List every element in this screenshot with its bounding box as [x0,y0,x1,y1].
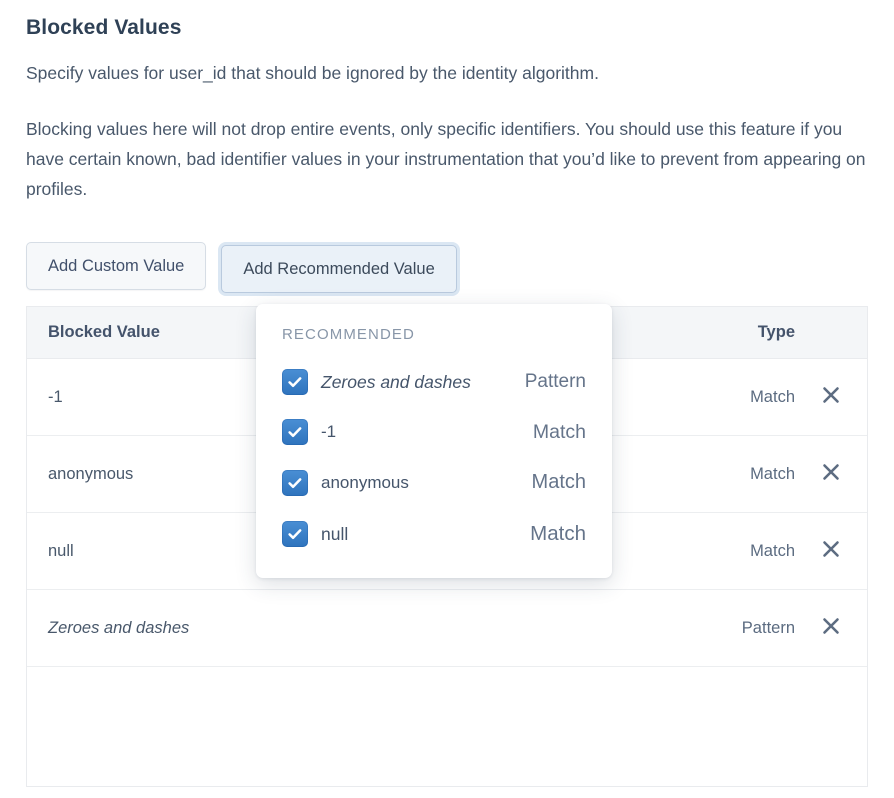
cell-blocked-value: Zeroes and dashes [48,618,190,637]
description-paragraph-1: Specify values for user_id that should b… [26,63,599,83]
page-title: Blocked Values [26,16,182,39]
cell-type: Match [750,541,795,560]
checkbox-anonymous[interactable] [282,469,308,496]
add-custom-value-button[interactable]: Add Custom Value [26,242,207,290]
action-button-row: Add Custom Value Add Recommended Value [26,242,460,296]
dropdown-item-label: null [321,523,349,544]
dropdown-item-minus-one[interactable]: -1 Match [256,407,612,457]
checkbox-zeroes-and-dashes[interactable] [282,369,308,395]
blocked-values-section: Blocked Values Specify values for user_i… [26,0,868,204]
check-icon [288,477,302,488]
table-empty-row [27,667,867,786]
check-icon [288,529,302,540]
cell-type: Match [750,387,795,406]
close-icon[interactable] [818,382,844,408]
cell-blocked-value: -1 [48,387,63,406]
cell-action [795,382,867,413]
close-icon[interactable] [818,536,844,562]
dropdown-item-anonymous[interactable]: anonymous Match [256,457,612,508]
cell-blocked-value: anonymous [48,464,134,483]
close-icon[interactable] [818,613,844,639]
cell-blocked-value: null [48,541,74,560]
recommended-values-dropdown: RECOMMENDED Zeroes and dashes Pattern -1… [256,304,612,578]
dropdown-item-type: Match [531,471,586,493]
column-header-type: Type [757,323,795,341]
dropdown-item-type: Pattern [524,371,586,392]
dropdown-item-type: Match [532,420,586,443]
cell-action [795,613,867,644]
close-icon[interactable] [818,459,844,485]
checkbox-null[interactable] [282,521,308,547]
add-recommended-value-focus-ring: Add Recommended Value [218,242,460,296]
description-paragraph-2: Blocking values here will not drop entir… [26,119,866,199]
dropdown-item-label: anonymous [321,472,409,492]
cell-action [795,536,867,567]
dropdown-group-label: RECOMMENDED [282,326,415,343]
dropdown-item-null[interactable]: null Match [256,508,612,560]
dropdown-item-zeroes-and-dashes[interactable]: Zeroes and dashes Pattern [256,357,612,407]
cell-type: Match [750,464,795,483]
cell-action [795,459,867,490]
check-icon [288,427,302,438]
cell-type: Pattern [741,618,795,637]
dropdown-item-type: Match [530,522,586,545]
checkbox-minus-one[interactable] [282,419,308,445]
add-recommended-value-button[interactable]: Add Recommended Value [221,245,457,293]
column-header-blocked-value: Blocked Value [48,323,160,341]
dropdown-item-label: Zeroes and dashes [321,371,471,392]
table-row: Zeroes and dashes Pattern [27,590,867,667]
check-icon [288,377,302,388]
dropdown-item-label: -1 [321,422,337,441]
